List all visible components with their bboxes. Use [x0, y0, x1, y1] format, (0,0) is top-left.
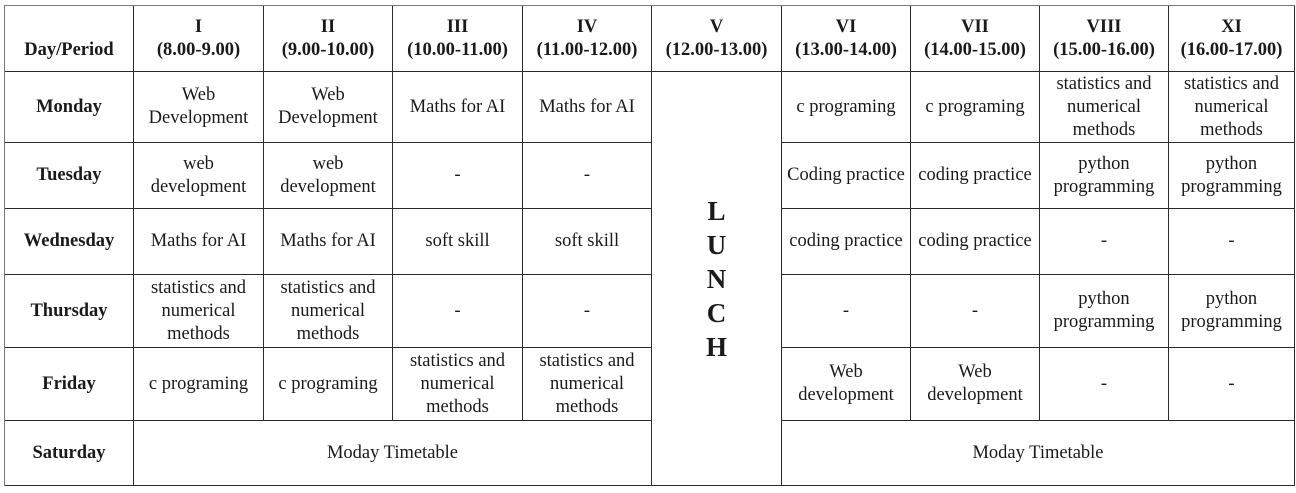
table-cell: -: [1040, 209, 1169, 275]
lunch-letter: N: [706, 263, 727, 294]
table-cell: soft skill: [523, 209, 652, 275]
table-cell: Web Development: [264, 72, 393, 143]
table-cell: web development: [264, 143, 393, 209]
day-label: Saturday: [5, 421, 134, 486]
header-row: Day/Period I (8.00-9.00) II (9.00-10.00) I…: [5, 6, 1295, 72]
table-cell: python programming: [1040, 143, 1169, 209]
table-cell: -: [782, 275, 911, 348]
table-cell: Maths for AI: [393, 72, 523, 143]
period-header-6: VI (13.00-14.00): [782, 6, 911, 72]
day-label: Monday: [5, 72, 134, 143]
table-cell: Web Development: [134, 72, 264, 143]
table-row: Tuesday web development web development …: [5, 143, 1295, 209]
table-cell: python programming: [1040, 275, 1169, 348]
lunch-cell: L U N C H: [652, 72, 782, 486]
table-cell: Web development: [782, 348, 911, 421]
table-cell: -: [523, 143, 652, 209]
table-cell: -: [393, 143, 523, 209]
lunch-letter: U: [706, 229, 727, 260]
table-cell: coding practice: [911, 143, 1040, 209]
period-header-3: III (10.00-11.00): [393, 6, 523, 72]
table-cell: c programing: [911, 72, 1040, 143]
table-cell: statistics and numerical methods: [1169, 72, 1295, 143]
table-cell: -: [1169, 348, 1295, 421]
day-label: Friday: [5, 348, 134, 421]
table-cell: Maths for AI: [134, 209, 264, 275]
period-header-5: V (12.00-13.00): [652, 6, 782, 72]
timetable: Day/Period I (8.00-9.00) II (9.00-10.00) I…: [4, 5, 1295, 486]
lunch-letter: H: [705, 331, 727, 362]
table-cell: statistics and numerical methods: [264, 275, 393, 348]
day-label: Thursday: [5, 275, 134, 348]
table-cell: c programing: [782, 72, 911, 143]
table-row: Wednesday Maths for AI Maths for AI soft…: [5, 209, 1295, 275]
period-header-7: VII (14.00-15.00): [911, 6, 1040, 72]
table-cell: Web development: [911, 348, 1040, 421]
table-cell: -: [1169, 209, 1295, 275]
period-header-2: II (9.00-10.00): [264, 6, 393, 72]
table-cell: Maths for AI: [523, 72, 652, 143]
table-row: Monday Web Development Web Development M…: [5, 72, 1295, 486]
day-label: Tuesday: [5, 143, 134, 209]
saturday-morning-cell: Moday Timetable: [134, 421, 652, 486]
period-header-8: VIII (15.00-16.00): [1040, 6, 1169, 72]
table-cell: statistics and numerical methods: [393, 348, 523, 421]
table-cell: statistics and numerical methods: [1040, 72, 1169, 143]
table-cell: c programing: [264, 348, 393, 421]
table-cell: -: [393, 275, 523, 348]
table-cell: -: [911, 275, 1040, 348]
table-cell: -: [1040, 348, 1169, 421]
period-header-9: XI (16.00-17.00): [1169, 6, 1295, 72]
table-cell: Maths for AI: [264, 209, 393, 275]
table-cell: statistics and numerical methods: [134, 275, 264, 348]
table-cell: python programming: [1169, 143, 1295, 209]
table-cell: c programing: [134, 348, 264, 421]
table-cell: coding practice: [911, 209, 1040, 275]
table-cell: web development: [134, 143, 264, 209]
table-row: Saturday Moday Timetable Moday Timetable: [5, 421, 1295, 486]
period-header-1: I (8.00-9.00): [134, 6, 264, 72]
table-row: Friday c programing c programing statist…: [5, 348, 1295, 421]
day-label: Wednesday: [5, 209, 134, 275]
corner-header: Day/Period: [5, 6, 134, 72]
table-cell: soft skill: [393, 209, 523, 275]
table-cell: coding practice: [782, 209, 911, 275]
saturday-afternoon-cell: Moday Timetable: [782, 421, 1295, 486]
table-cell: statistics and numerical methods: [523, 348, 652, 421]
table-row: Thursday statistics and numerical method…: [5, 275, 1295, 348]
lunch-letter: C: [706, 297, 727, 328]
period-header-4: IV (11.00-12.00): [523, 6, 652, 72]
table-cell: python programming: [1169, 275, 1295, 348]
table-cell: -: [523, 275, 652, 348]
table-cell: Coding practice: [782, 143, 911, 209]
lunch-letter: L: [707, 195, 726, 226]
